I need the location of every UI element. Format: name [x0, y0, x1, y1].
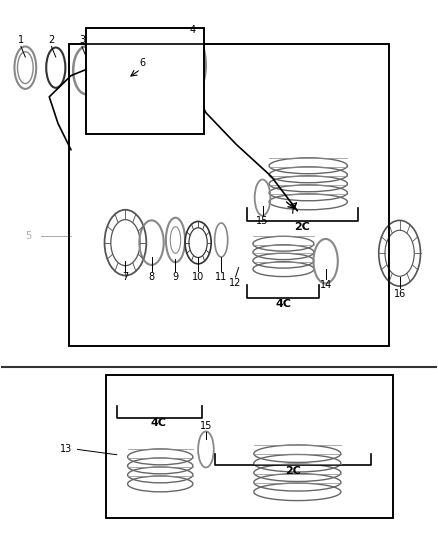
Text: 15: 15: [256, 216, 268, 225]
Bar: [69, 44, 389, 346]
Text: 10: 10: [192, 272, 204, 282]
Text: 9: 9: [173, 272, 179, 282]
Text: 4C: 4C: [150, 418, 166, 428]
Bar: [106, 375, 393, 519]
Text: 8: 8: [148, 272, 155, 282]
Text: 11: 11: [215, 272, 227, 282]
Text: 4C: 4C: [276, 299, 291, 309]
Text: 2: 2: [48, 35, 55, 45]
Bar: [86, 28, 204, 134]
Bar: [86, 28, 204, 134]
Text: 4: 4: [190, 25, 196, 35]
Text: 5: 5: [25, 231, 32, 241]
Bar: [69, 44, 389, 346]
Text: 7: 7: [122, 272, 128, 282]
Text: 12: 12: [230, 278, 242, 288]
Text: 2C: 2C: [285, 466, 301, 476]
Text: 2C: 2C: [294, 222, 310, 232]
Text: 1: 1: [18, 35, 24, 45]
Text: 3: 3: [79, 35, 85, 45]
Text: 13: 13: [60, 445, 72, 455]
Text: 16: 16: [393, 289, 406, 299]
Text: 14: 14: [319, 280, 332, 290]
Text: 6: 6: [140, 58, 146, 68]
Text: 15: 15: [200, 421, 212, 431]
Bar: [106, 375, 393, 519]
